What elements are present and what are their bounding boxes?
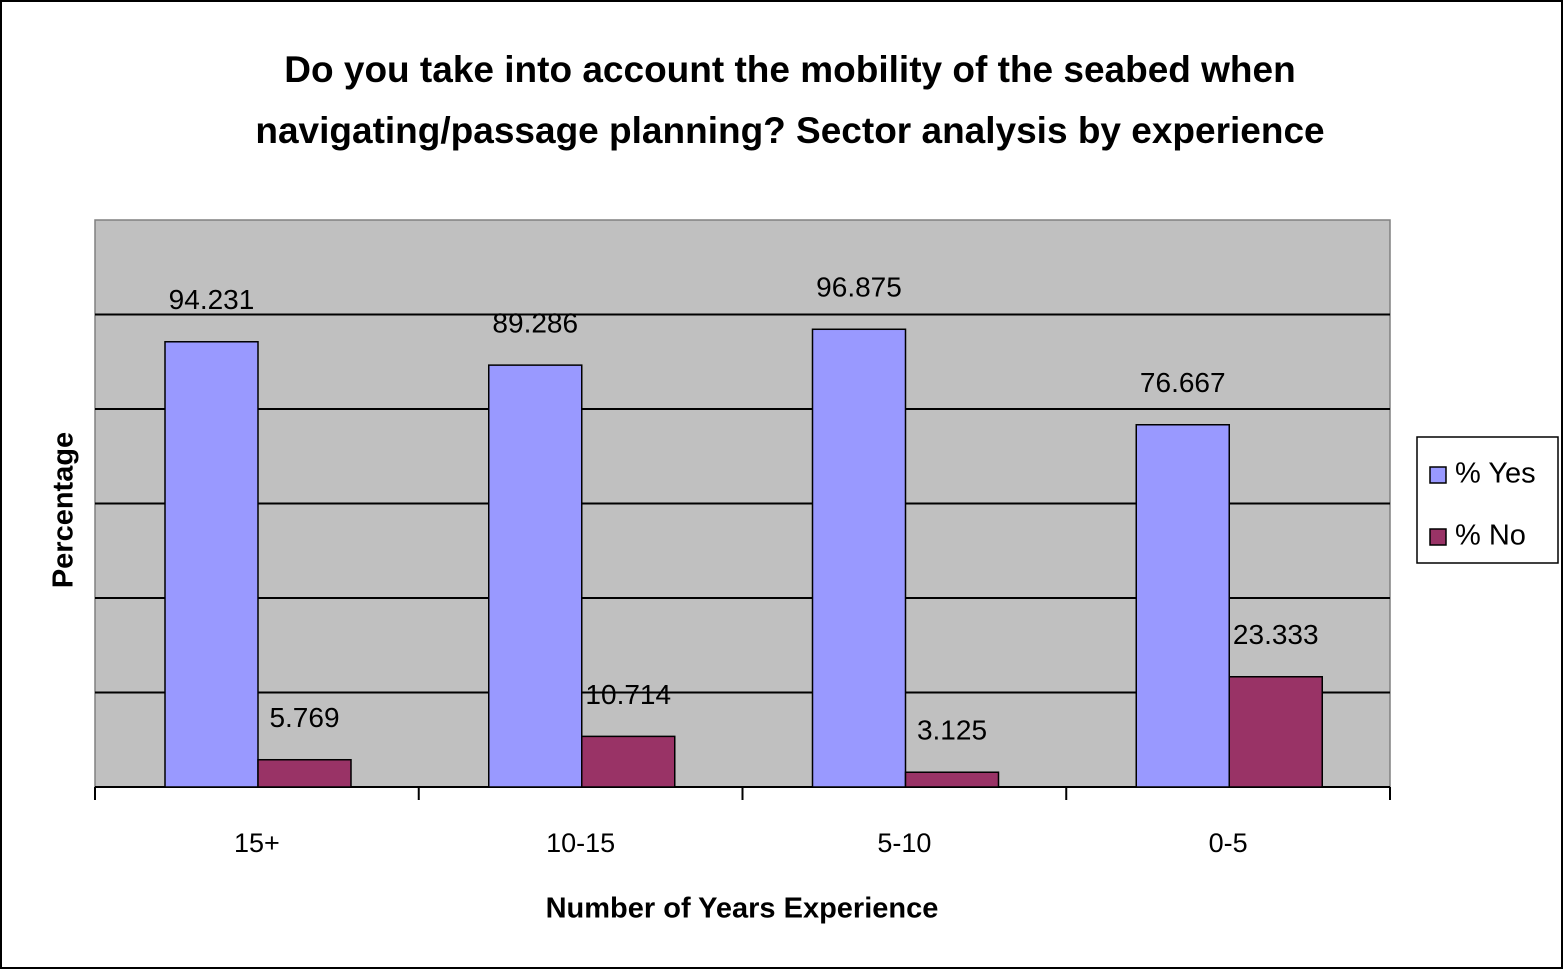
bar <box>1228 676 1323 788</box>
legend-label: % No <box>1455 520 1526 552</box>
data-label: 3.125 <box>917 715 987 746</box>
data-label: 94.231 <box>169 284 255 315</box>
bar <box>1135 423 1230 788</box>
data-label: 96.875 <box>816 272 902 303</box>
chart-title: navigating/passage planning? Sector anal… <box>255 110 1324 151</box>
bar <box>581 735 676 788</box>
data-label: 5.769 <box>269 702 339 733</box>
legend-swatch <box>1429 528 1447 546</box>
data-label: 76.667 <box>1140 367 1226 398</box>
data-label: 89.286 <box>492 308 578 339</box>
x-tick-label: 5-10 <box>877 828 931 858</box>
data-label: 10.714 <box>585 679 671 710</box>
bar <box>257 758 352 788</box>
bar <box>164 341 259 788</box>
bar <box>488 364 583 788</box>
bar <box>904 771 1000 788</box>
x-tick-label: 10-15 <box>546 828 615 858</box>
data-label: 23.333 <box>1233 619 1319 650</box>
chart-title: Do you take into account the mobility of… <box>284 49 1295 90</box>
legend-swatch <box>1429 466 1447 484</box>
x-tick-label: 15+ <box>234 828 280 858</box>
y-axis-title: Percentage <box>48 432 80 588</box>
bar <box>811 328 907 788</box>
legend-label: % Yes <box>1455 458 1536 490</box>
x-tick-label: 0-5 <box>1209 828 1248 858</box>
x-axis-title: Number of Years Experience <box>546 893 939 925</box>
